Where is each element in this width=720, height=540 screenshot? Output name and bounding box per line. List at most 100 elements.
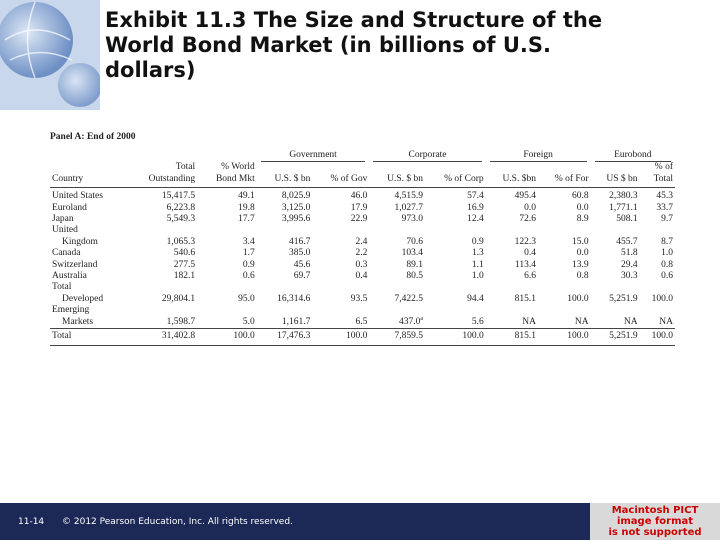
table-row: Euroland 6,223.8 19.8 3,125.0 17.9 1,027.7 16.…: [50, 203, 675, 214]
table-cell: 22.9: [350, 214, 368, 225]
country-label: United: [52, 225, 78, 236]
group-label: Corporate: [373, 150, 482, 163]
table-cell: 2,380.3: [609, 191, 638, 202]
notice-line: is not supported: [608, 527, 702, 538]
table-cell: 16.9: [467, 202, 484, 213]
table-area: Panel A: End of 2000 Government Corporate…: [50, 132, 675, 346]
table-cell: 13.9: [571, 259, 589, 270]
country-label: Emerging: [52, 305, 90, 316]
table-cell: 33.7: [656, 202, 673, 213]
panel-title: Panel A: End of 2000: [50, 132, 136, 142]
column-header-line: % of Corp: [444, 173, 484, 184]
table-cell: 100.0: [537, 328, 591, 346]
table-cell: 51.8: [620, 248, 638, 259]
table-cell: 69.7: [293, 271, 311, 282]
column-header-line: Total: [653, 173, 673, 184]
table-row: Switzerland 277.5 0.9 45.6 0.3 89.1 1.1 113.4 13…: [50, 260, 675, 271]
table-cell: 2.2: [355, 248, 368, 259]
table-cell: 5.0: [242, 316, 255, 327]
table-row: Japan 5,549.3 17.7 3,995.6 22.9 973.0 12.4 72.6…: [50, 214, 675, 225]
copyright: © 2012 Pearson Education, Inc. All right…: [62, 517, 293, 527]
column-header-line: Outstanding: [148, 173, 196, 184]
table-cell: 8.7: [661, 236, 673, 247]
spacer: [50, 150, 257, 162]
table-cell: 6,223.8: [166, 202, 196, 213]
country-label: Total: [52, 331, 72, 342]
table-cell: 1.1: [471, 259, 484, 270]
image-placeholder: Macintosh PICT image format is not suppo…: [590, 503, 720, 540]
table-cell: 46.0: [350, 191, 368, 202]
table-cell: 437.0a: [369, 305, 425, 328]
table-cell: 49.1: [238, 191, 255, 202]
table-cell: 0.8: [576, 271, 589, 282]
table-cell: 5,549.3: [166, 214, 196, 225]
table-cell: 72.6: [519, 214, 536, 225]
country-label: Switzerland: [52, 259, 98, 270]
country-cell: Total: [50, 328, 127, 346]
country-label: Markets: [62, 316, 94, 327]
table-cell: 8,025.9: [281, 191, 311, 202]
table-cell: 3,995.6: [281, 214, 311, 225]
footer: 11-14 © 2012 Pearson Education, Inc. All…: [0, 503, 590, 540]
table-cell: 0.0: [524, 202, 536, 213]
table-cell: 973.0: [401, 214, 423, 225]
table-cell: 385.0: [288, 248, 311, 259]
column-header-line: U.S. $ bn: [274, 173, 311, 184]
table-cell: NA: [623, 316, 638, 327]
table-cell: 31,402.8: [126, 328, 198, 346]
column-header: % of Total: [639, 162, 675, 189]
table-cell: 100.0: [197, 328, 257, 346]
slide-number: 11-14: [18, 517, 45, 527]
column-header-line: % of Gov: [330, 173, 368, 184]
table-cell: 815.1: [485, 328, 538, 346]
table-cell: 1.0: [471, 271, 484, 282]
column-header: US $ bn: [590, 162, 640, 189]
table-cell: 1.3: [471, 248, 484, 259]
column-header: U.S. $ bn: [256, 162, 313, 189]
table-cell: 815.1: [514, 293, 536, 304]
table-cell: 93.5: [350, 293, 368, 304]
country-label: Canada: [52, 248, 81, 259]
group-header: Eurobond: [591, 150, 675, 163]
group-header: Foreign: [486, 150, 591, 163]
globe-logo: [0, 0, 100, 110]
column-header: Total Outstanding: [126, 162, 198, 189]
table-cell: 1.7: [242, 248, 255, 259]
table-cell: 0.0: [576, 248, 589, 259]
table-cell: 6.6: [524, 271, 536, 282]
table-cell: 17,476.3: [256, 328, 313, 346]
table-cell: 80.5: [406, 271, 423, 282]
country-label: Kingdom: [62, 236, 98, 247]
table-cell: 0.4: [355, 271, 368, 282]
table-cell: 17.9: [350, 202, 368, 213]
table-cell: 100.0: [639, 328, 675, 346]
title-line: dollars): [105, 58, 196, 82]
column-header-line: US $ bn: [606, 173, 638, 184]
country-label: Developed: [62, 293, 104, 304]
table-cell: 5,251.9: [590, 328, 640, 346]
table-cell: 100.0: [312, 328, 370, 346]
group-label: Eurobond: [594, 150, 671, 163]
country-cell: Canada: [50, 248, 127, 259]
table-cell: 508.1: [616, 214, 638, 225]
table-cell: 1,027.7: [394, 202, 423, 213]
table-cell: 416.7: [288, 236, 311, 247]
column-header: % World Bond Mkt: [197, 162, 257, 189]
table-cell: NA: [522, 316, 536, 327]
table-row: Canada 540.6 1.7 385.0 2.2 103.4 1.3 0.4 0.0 51.8…: [50, 248, 675, 259]
table-cell: 100.0: [424, 328, 486, 346]
table-cell: 7,859.5: [369, 328, 425, 346]
column-header-line: U.S. $ bn: [387, 173, 423, 184]
table-row: United Kingdom 1,065.3 3.4 416.7 2.4 70.6 0.9 12…: [50, 225, 675, 248]
table-cell: 0.6: [661, 271, 673, 282]
table-cell: 1.0: [661, 248, 673, 259]
table-cell: 5.6: [471, 316, 484, 327]
table-cell: 7,422.5: [394, 293, 423, 304]
country-cell: Switzerland: [50, 260, 127, 271]
column-header-row: Country Total Outstanding% World Bond Mkt U.…: [50, 162, 675, 189]
table-cell: 182.1: [173, 271, 196, 282]
table-cell: 455.7: [616, 236, 638, 247]
data-table: Government Corporate Foreign Eurobond Count…: [50, 150, 675, 346]
table-cell: 113.4: [514, 259, 536, 270]
